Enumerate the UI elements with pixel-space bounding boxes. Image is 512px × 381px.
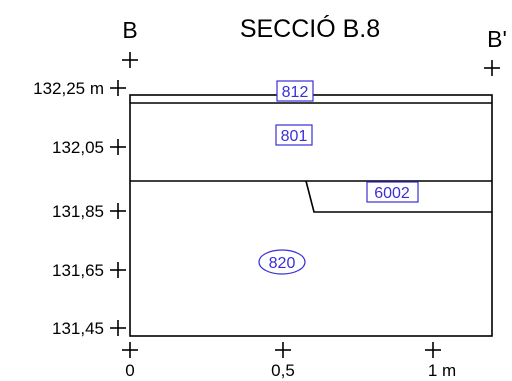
distance-label-0: 0 bbox=[125, 361, 134, 380]
unit-820-label: 820 bbox=[258, 249, 306, 275]
svg-text:820: 820 bbox=[269, 255, 296, 272]
svg-text:801: 801 bbox=[281, 128, 308, 145]
unit-801-label: 801 bbox=[275, 124, 313, 146]
section-end-label: B' bbox=[487, 26, 507, 52]
distance-tick-crosses bbox=[122, 342, 441, 358]
boundary-6002-cut bbox=[305, 180, 492, 213]
elevation-label-4: 131,65 bbox=[52, 261, 104, 280]
svg-text:6002: 6002 bbox=[374, 185, 410, 202]
elevation-label-2: 132,05 bbox=[52, 138, 104, 157]
unit-6002-label: 6002 bbox=[366, 181, 419, 203]
elevation-label-1: 132,25 m bbox=[33, 79, 104, 98]
elevation-label-3: 131,85 bbox=[52, 202, 104, 221]
end-cross-marker bbox=[484, 60, 500, 76]
distance-label-half: 0,5 bbox=[271, 361, 295, 380]
start-cross-marker bbox=[122, 52, 138, 68]
svg-text:812: 812 bbox=[282, 84, 309, 101]
elevation-label-5: 131,45 bbox=[52, 319, 104, 338]
distance-label-1m: 1 m bbox=[428, 361, 456, 380]
section-title: SECCIÓ B.8 bbox=[240, 14, 380, 43]
unit-812-label: 812 bbox=[276, 80, 314, 102]
section-start-label: B bbox=[122, 17, 137, 43]
elevation-tick-crosses bbox=[110, 80, 126, 336]
